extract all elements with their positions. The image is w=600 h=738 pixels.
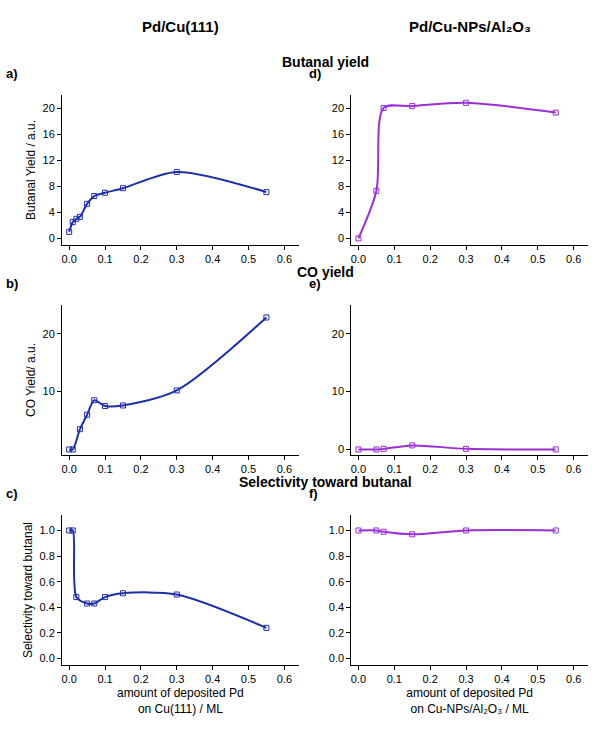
svg-text:0.5: 0.5 [241, 673, 256, 685]
svg-text:0.4: 0.4 [205, 463, 220, 475]
svg-text:0.2: 0.2 [40, 627, 55, 639]
svg-text:amount of deposited Pdon Cu-NP: amount of deposited Pdon Cu-NPs/Al₂O₃ / … [406, 686, 533, 716]
svg-text:0.1: 0.1 [387, 253, 402, 265]
svg-text:0.3: 0.3 [458, 253, 473, 265]
svg-text:0.2: 0.2 [133, 673, 148, 685]
svg-text:0.5: 0.5 [241, 253, 256, 265]
svg-text:amount of deposited Pdon Cu(11: amount of deposited Pdon Cu(111) / ML [117, 686, 244, 716]
svg-text:0.4: 0.4 [494, 673, 509, 685]
svg-text:4: 4 [49, 206, 55, 218]
svg-text:0.8: 0.8 [40, 550, 55, 562]
svg-text:1.0: 1.0 [329, 524, 344, 536]
svg-text:0.6: 0.6 [329, 576, 344, 588]
svg-text:0.0: 0.0 [62, 673, 77, 685]
svg-text:0.4: 0.4 [494, 463, 509, 475]
svg-text:0.0: 0.0 [62, 253, 77, 265]
svg-text:0.1: 0.1 [387, 463, 402, 475]
svg-text:c): c) [6, 486, 18, 501]
svg-text:0.2: 0.2 [133, 463, 148, 475]
svg-text:0.3: 0.3 [458, 673, 473, 685]
svg-text:0: 0 [338, 232, 344, 244]
svg-text:a): a) [6, 66, 18, 81]
svg-text:0.1: 0.1 [97, 463, 112, 475]
svg-text:20: 20 [43, 328, 55, 340]
svg-text:0.2: 0.2 [133, 253, 148, 265]
svg-text:0.1: 0.1 [387, 673, 402, 685]
svg-text:0.6: 0.6 [277, 253, 292, 265]
svg-text:16: 16 [43, 128, 55, 140]
svg-text:0.4: 0.4 [205, 673, 220, 685]
svg-text:0.6: 0.6 [566, 463, 581, 475]
svg-text:12: 12 [43, 154, 55, 166]
svg-text:0.2: 0.2 [423, 253, 438, 265]
svg-text:0.2: 0.2 [423, 463, 438, 475]
svg-text:0.3: 0.3 [169, 673, 184, 685]
svg-text:f): f) [309, 486, 318, 501]
svg-text:0.6: 0.6 [40, 576, 55, 588]
svg-text:CO Yield/ a.u.: CO Yield/ a.u. [24, 343, 38, 417]
svg-text:e): e) [309, 276, 321, 291]
svg-text:0.0: 0.0 [351, 253, 366, 265]
svg-text:Butanal yield: Butanal yield [282, 54, 369, 70]
svg-text:10: 10 [43, 385, 55, 397]
svg-text:0.6: 0.6 [566, 253, 581, 265]
svg-text:10: 10 [332, 385, 344, 397]
svg-text:0.4: 0.4 [40, 601, 55, 613]
svg-text:8: 8 [338, 180, 344, 192]
svg-text:4: 4 [338, 206, 344, 218]
svg-text:0: 0 [338, 443, 344, 455]
svg-text:0.3: 0.3 [169, 463, 184, 475]
svg-text:0.0: 0.0 [351, 463, 366, 475]
svg-text:0.3: 0.3 [169, 253, 184, 265]
svg-text:0.0: 0.0 [40, 652, 55, 664]
svg-text:CO yield: CO yield [297, 264, 354, 280]
svg-text:b): b) [6, 276, 18, 291]
svg-text:d): d) [309, 66, 321, 81]
svg-text:0.6: 0.6 [277, 673, 292, 685]
svg-text:0.4: 0.4 [329, 601, 344, 613]
svg-text:Selectivity toward butanal: Selectivity toward butanal [239, 474, 412, 490]
svg-text:0.0: 0.0 [329, 652, 344, 664]
svg-text:Butanal Yield / a.u.: Butanal Yield / a.u. [24, 120, 38, 220]
svg-text:0.5: 0.5 [530, 673, 545, 685]
svg-text:0.3: 0.3 [458, 463, 473, 475]
svg-text:12: 12 [332, 154, 344, 166]
svg-text:20: 20 [332, 328, 344, 340]
svg-text:0.1: 0.1 [97, 253, 112, 265]
svg-text:1.0: 1.0 [40, 524, 55, 536]
svg-text:0.0: 0.0 [62, 463, 77, 475]
svg-text:0.5: 0.5 [530, 253, 545, 265]
svg-text:0: 0 [49, 232, 55, 244]
svg-text:Selectivity toward butanal: Selectivity toward butanal [21, 522, 35, 658]
svg-text:0.5: 0.5 [530, 463, 545, 475]
svg-text:0.6: 0.6 [277, 463, 292, 475]
svg-text:Pd/Cu(111): Pd/Cu(111) [142, 18, 219, 35]
svg-text:0.4: 0.4 [494, 253, 509, 265]
svg-text:0.2: 0.2 [423, 673, 438, 685]
svg-text:20: 20 [332, 102, 344, 114]
svg-text:0.6: 0.6 [566, 673, 581, 685]
svg-text:0.1: 0.1 [97, 673, 112, 685]
svg-text:16: 16 [332, 128, 344, 140]
svg-text:0.8: 0.8 [329, 550, 344, 562]
svg-text:0.0: 0.0 [351, 673, 366, 685]
svg-text:8: 8 [49, 180, 55, 192]
svg-text:0.2: 0.2 [329, 627, 344, 639]
svg-text:0.5: 0.5 [241, 463, 256, 475]
svg-text:20: 20 [43, 102, 55, 114]
svg-text:0.4: 0.4 [205, 253, 220, 265]
svg-text:Pd/Cu-NPs/Al₂O₃: Pd/Cu-NPs/Al₂O₃ [409, 18, 531, 35]
